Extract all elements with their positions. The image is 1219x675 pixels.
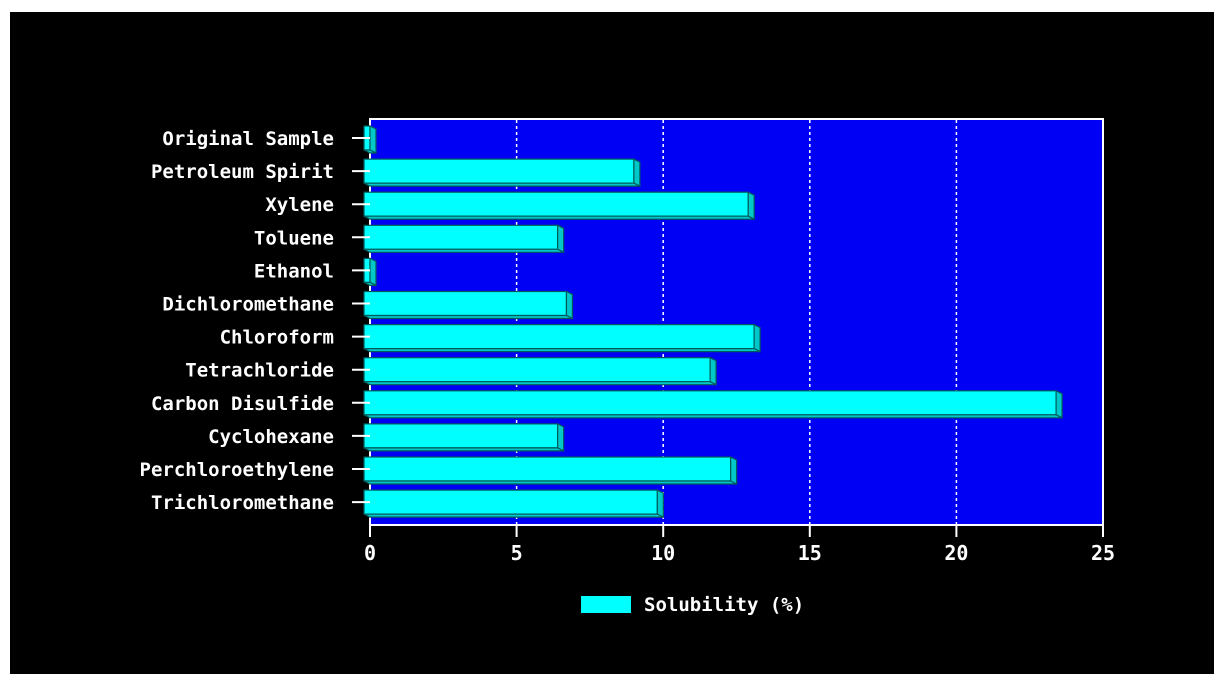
category-label: Toluene bbox=[254, 227, 334, 249]
x-tick-label-10: 10 bbox=[651, 541, 675, 565]
bar-bottom bbox=[363, 314, 573, 320]
category-label: Dichloromethane bbox=[162, 294, 334, 316]
bar bbox=[363, 290, 574, 320]
bar-face bbox=[363, 290, 568, 317]
bar bbox=[363, 356, 717, 386]
bar bbox=[363, 422, 565, 452]
bar-face bbox=[363, 357, 711, 383]
bar-bottom bbox=[363, 182, 641, 187]
bar-bottom bbox=[363, 447, 564, 452]
bar bbox=[363, 456, 738, 485]
bar-face bbox=[363, 390, 1057, 416]
category-label: Petroleum Spirit bbox=[151, 161, 334, 183]
bar bbox=[363, 257, 377, 287]
category-label: Carbon Disulfide bbox=[151, 393, 334, 415]
category-label: Trichloromethane bbox=[151, 492, 334, 514]
bar-face bbox=[363, 423, 559, 449]
bar-side bbox=[565, 290, 574, 320]
bar-face bbox=[363, 191, 749, 217]
bar-side bbox=[369, 257, 377, 287]
bar-bottom bbox=[363, 149, 377, 154]
bar-side bbox=[369, 125, 377, 154]
x-tick-label-25: 25 bbox=[1091, 541, 1115, 565]
legend: Solubility (%) bbox=[581, 594, 804, 616]
bar-side bbox=[747, 191, 755, 221]
bar-bottom bbox=[363, 348, 761, 353]
bar bbox=[363, 389, 1063, 419]
category-label: Xylene bbox=[265, 194, 334, 216]
legend-label: Solubility (%) bbox=[644, 594, 804, 616]
bar bbox=[363, 224, 565, 254]
bar-bottom bbox=[363, 414, 1063, 419]
bar-face bbox=[363, 324, 755, 350]
x-tick-label-15: 15 bbox=[798, 541, 822, 565]
bar-side bbox=[753, 323, 761, 353]
category-label: Chloroform bbox=[220, 327, 334, 349]
bars bbox=[363, 125, 1063, 519]
bar bbox=[363, 158, 641, 188]
bar-face bbox=[363, 456, 732, 482]
y-axis: Original Sample Petroleum Spirit Xylene Tol… bbox=[140, 128, 370, 514]
x-axis: 0 5 10 15 20 25 bbox=[364, 525, 1115, 565]
bar-side bbox=[656, 489, 664, 519]
bar-bottom bbox=[363, 215, 755, 220]
bar-face bbox=[363, 489, 658, 515]
category-label: Original Sample bbox=[162, 128, 334, 150]
category-label: Cyclohexane bbox=[208, 426, 334, 448]
solubility-bar-chart: 0 5 10 15 20 25 Original Sample Petroleum Spiri… bbox=[140, 118, 1115, 616]
x-tick-label-5: 5 bbox=[511, 541, 523, 565]
bar-side bbox=[709, 356, 717, 386]
category-label: Perchloroethylene bbox=[140, 459, 334, 481]
bar-bottom bbox=[363, 281, 377, 286]
bar-side bbox=[557, 422, 565, 452]
bar-face bbox=[363, 224, 559, 250]
bar bbox=[363, 489, 664, 519]
bar bbox=[363, 191, 755, 221]
bar bbox=[363, 323, 761, 353]
legend-swatch bbox=[581, 596, 631, 613]
bar bbox=[363, 125, 377, 154]
x-tick-label-0: 0 bbox=[364, 541, 376, 565]
bar-face bbox=[363, 158, 635, 184]
bar-bottom bbox=[363, 480, 737, 485]
bar-bottom bbox=[363, 381, 717, 386]
bar-side bbox=[557, 224, 565, 254]
chart-screen: 0 5 10 15 20 25 Original Sample Petroleum Spiri… bbox=[10, 12, 1214, 674]
category-label: Tetrachloride bbox=[185, 360, 334, 382]
bar-bottom bbox=[363, 513, 664, 518]
bar-side bbox=[1055, 389, 1063, 419]
x-tick-label-20: 20 bbox=[944, 541, 968, 565]
category-label: Ethanol bbox=[254, 260, 334, 282]
bar-bottom bbox=[363, 248, 564, 253]
bar-side bbox=[633, 158, 641, 188]
bar-side bbox=[730, 456, 738, 485]
